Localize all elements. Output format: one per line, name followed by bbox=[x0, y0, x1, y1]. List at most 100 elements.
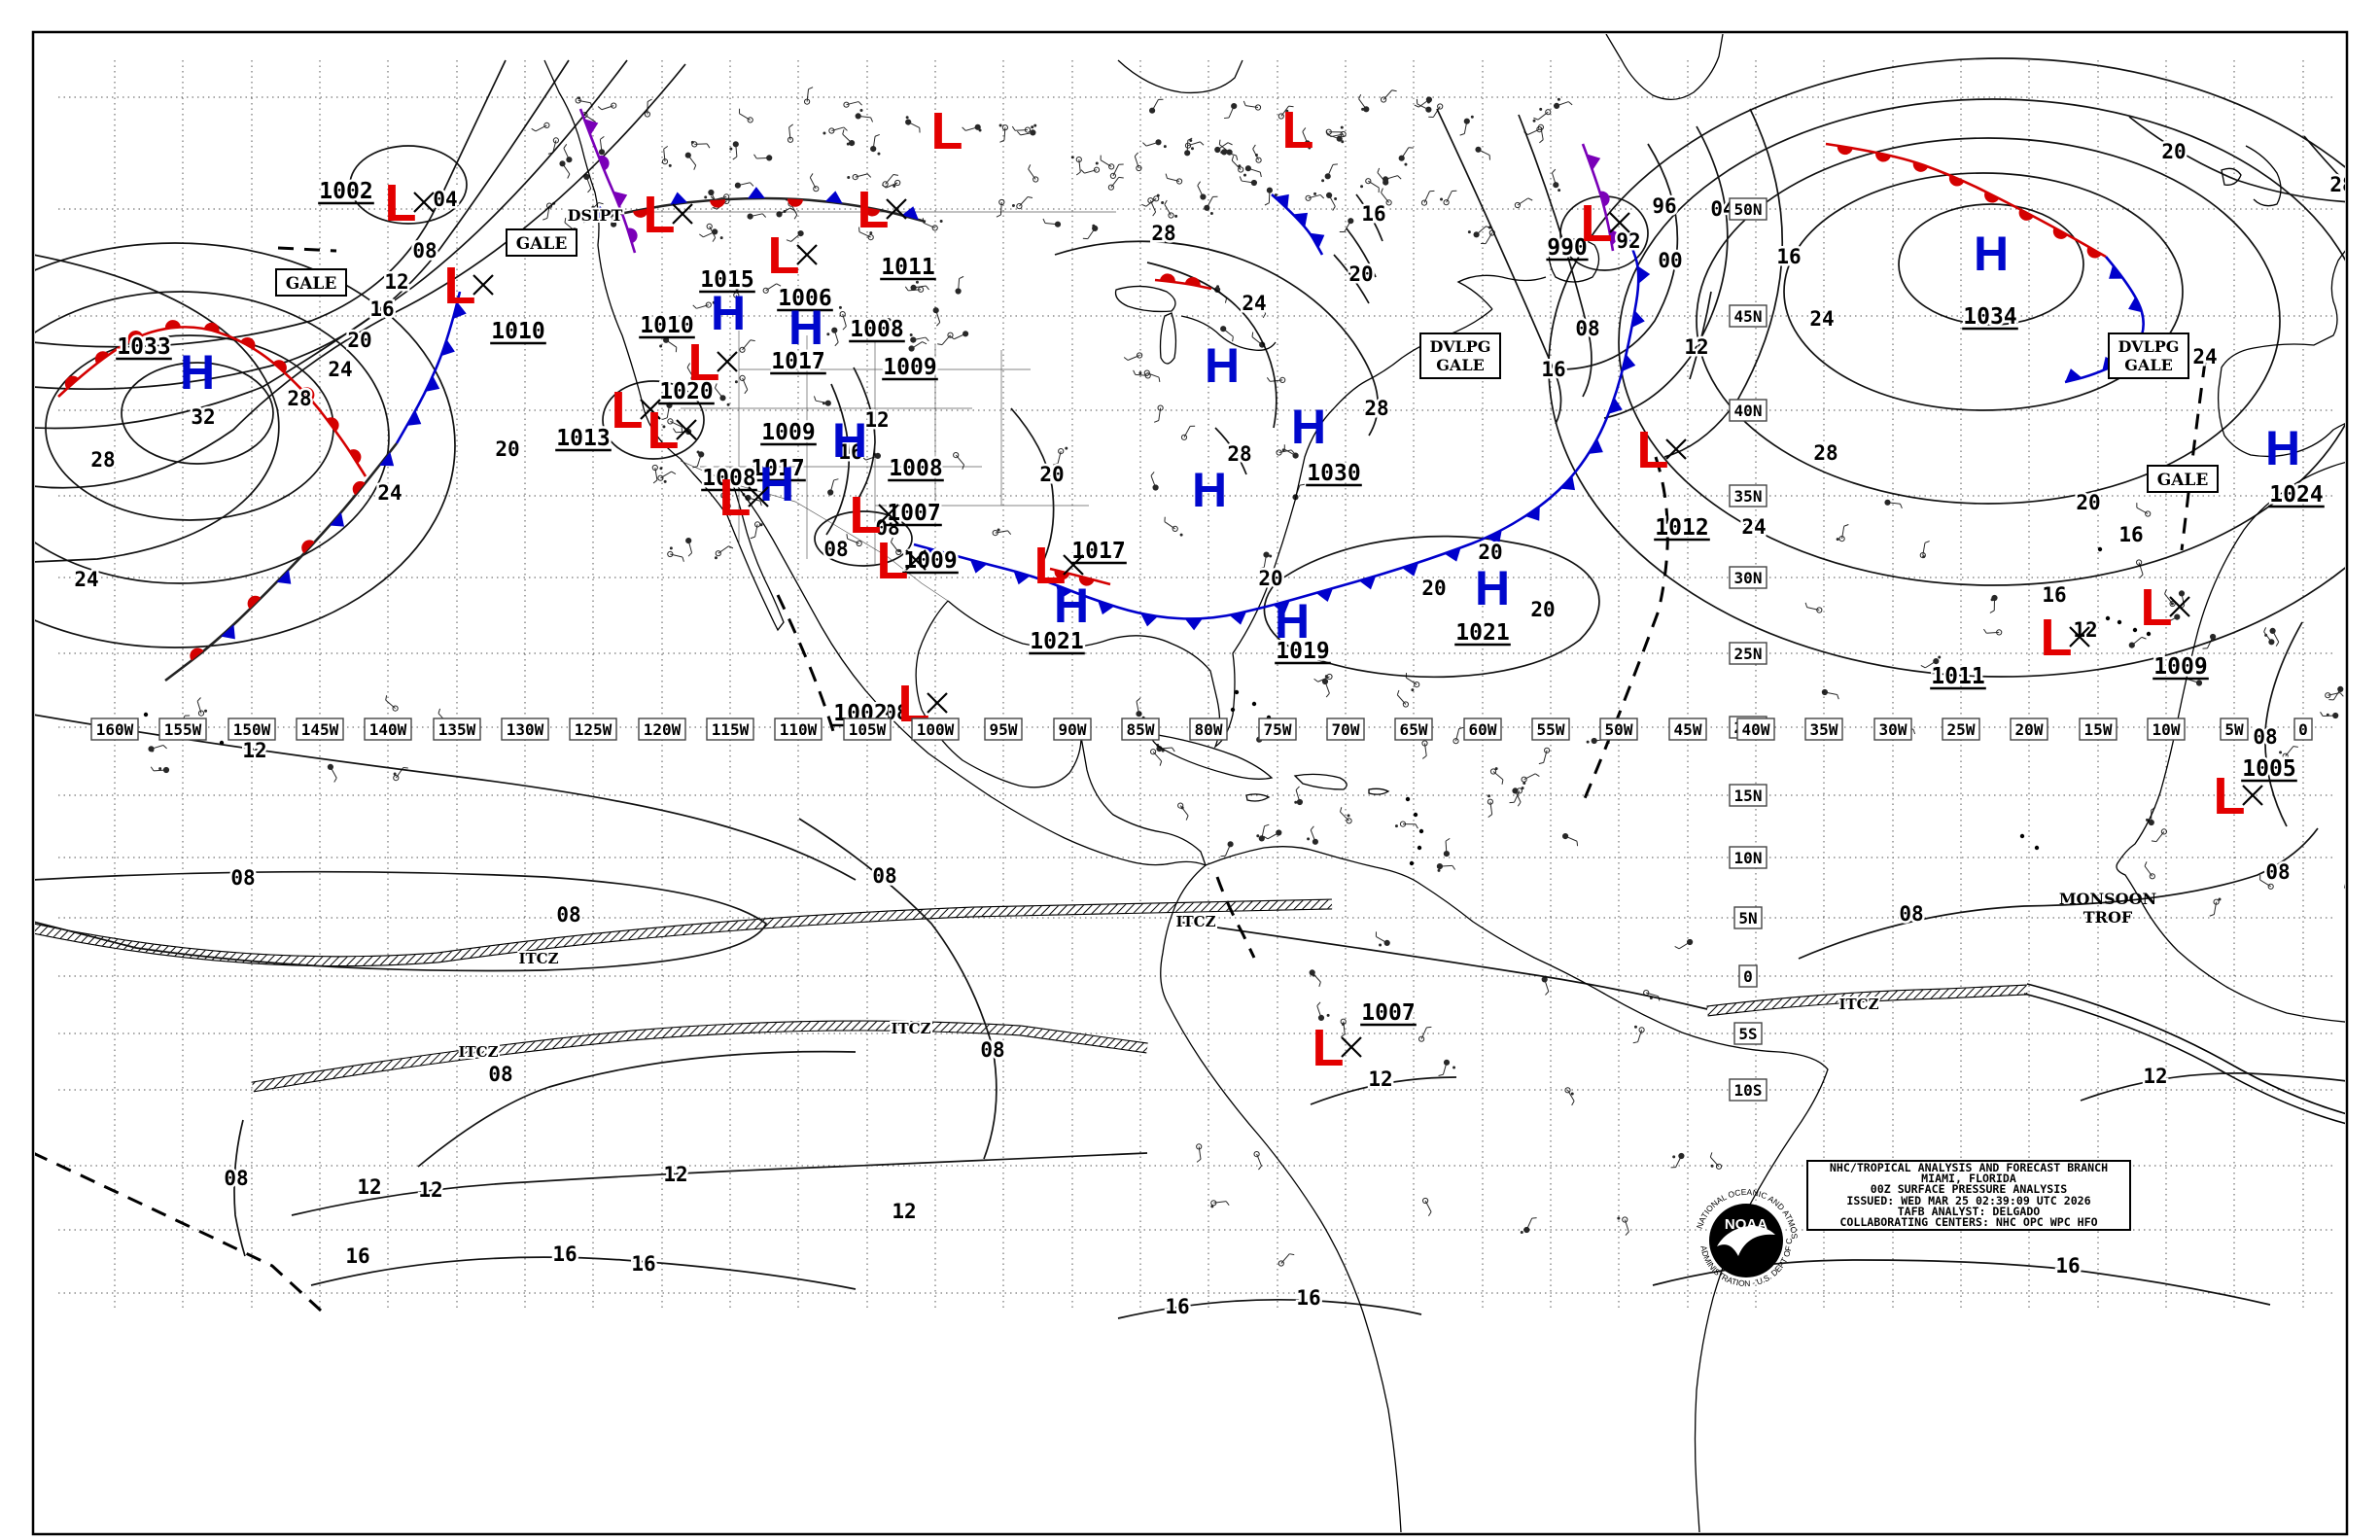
contour-label: 16 bbox=[631, 1252, 655, 1276]
station-plot bbox=[393, 766, 408, 782]
front-triangle bbox=[593, 205, 612, 220]
station-plot bbox=[2144, 861, 2155, 880]
longitude-label-box bbox=[1258, 718, 1297, 741]
longitude-label: 115W bbox=[712, 720, 750, 739]
station-plot bbox=[2136, 503, 2152, 517]
station-plot bbox=[148, 745, 167, 752]
station-plot bbox=[1481, 226, 1495, 245]
coastline bbox=[543, 59, 785, 632]
station-plot bbox=[1292, 483, 1305, 501]
front-semicircle bbox=[627, 228, 638, 244]
island-dot bbox=[2019, 833, 2025, 839]
station-plot bbox=[559, 160, 571, 179]
pressure-value-label: 1005 bbox=[2242, 756, 2295, 782]
contour-label: 28 bbox=[1151, 222, 1175, 245]
station-plot bbox=[1252, 144, 1262, 163]
center-cross-icon bbox=[927, 692, 948, 714]
contour-label: 24 bbox=[2192, 345, 2217, 368]
contour-label: 08 bbox=[1899, 902, 1923, 926]
station-plot bbox=[1436, 862, 1456, 872]
latitude-label: 10S bbox=[1734, 1081, 1763, 1100]
island-dot bbox=[143, 712, 149, 718]
station-plot bbox=[843, 101, 862, 108]
station-plot bbox=[1398, 147, 1414, 166]
pressure-center-low: L bbox=[877, 532, 909, 590]
station-plot bbox=[1321, 163, 1338, 183]
longitude-label-box bbox=[296, 718, 344, 741]
station-plot bbox=[1278, 1253, 1295, 1267]
front-semicircle bbox=[1599, 191, 1610, 207]
station-plot bbox=[1523, 126, 1543, 135]
station-plot bbox=[729, 141, 739, 160]
station-plot bbox=[1421, 1197, 1432, 1217]
coastline bbox=[915, 600, 1207, 866]
pressure-value-label: 1012 bbox=[1655, 515, 1708, 541]
front-semicircle bbox=[1948, 175, 1965, 187]
station-plot bbox=[2151, 828, 2167, 843]
front-semicircle bbox=[127, 331, 143, 342]
itcz-band bbox=[35, 899, 1333, 966]
contour-label: 08 bbox=[823, 538, 848, 561]
station-plot bbox=[949, 331, 969, 340]
contour-label: 20 bbox=[2161, 140, 2186, 163]
station-plot bbox=[1836, 524, 1849, 542]
station-plot bbox=[855, 108, 874, 122]
stationary-front bbox=[582, 187, 927, 224]
coastline bbox=[2245, 145, 2282, 207]
coastline bbox=[947, 308, 1493, 749]
station-plot bbox=[610, 208, 617, 228]
station-plot bbox=[1042, 218, 1062, 228]
station-plot bbox=[2161, 613, 2181, 624]
contour-label: 08 bbox=[224, 1167, 248, 1190]
station-plot bbox=[762, 283, 782, 294]
front-semicircle bbox=[1184, 277, 1201, 287]
pressure-center-high: H bbox=[1475, 561, 1510, 615]
station-plot bbox=[2128, 636, 2147, 648]
island-dot bbox=[1409, 860, 1415, 866]
coastline bbox=[1117, 59, 1243, 94]
station-plot bbox=[1487, 794, 1494, 819]
station-plot bbox=[908, 341, 928, 352]
station-plot bbox=[1405, 673, 1420, 692]
isobar bbox=[233, 1119, 246, 1257]
latitude-label-box bbox=[1729, 642, 1768, 665]
contour-label: 08 bbox=[980, 1038, 1004, 1062]
isobar bbox=[35, 59, 507, 348]
pressure-value-label: 1006 bbox=[778, 286, 831, 311]
station-plot bbox=[1553, 97, 1573, 110]
isobar bbox=[1263, 535, 1600, 679]
station-plot bbox=[2146, 807, 2156, 826]
front-semicircle bbox=[247, 595, 262, 610]
longitude-label: 155W bbox=[164, 720, 202, 739]
station-plot bbox=[1428, 103, 1444, 119]
station-plot bbox=[1380, 89, 1397, 103]
pressure-center-low: L bbox=[1637, 421, 1669, 479]
station-plot bbox=[1358, 94, 1370, 113]
station-plot bbox=[1239, 176, 1258, 187]
gale-box bbox=[275, 268, 347, 297]
longitude-label-box bbox=[569, 718, 617, 741]
pressure-center-low: L bbox=[612, 381, 644, 439]
front-semicircle bbox=[2052, 228, 2068, 239]
station-plot bbox=[827, 478, 839, 496]
itcz-label: ITCZ bbox=[1838, 996, 1878, 1013]
longitude-label: 135W bbox=[438, 720, 476, 739]
station-plot bbox=[922, 218, 943, 231]
pressure-value-label: 1010 bbox=[491, 319, 544, 344]
latitude-label-box bbox=[1729, 484, 1768, 508]
pressure-center-low: L bbox=[648, 402, 680, 460]
pressure-center-high: H bbox=[788, 300, 823, 355]
station-plot bbox=[575, 96, 593, 108]
latitude-label-box bbox=[1729, 399, 1768, 422]
station-plot bbox=[842, 129, 856, 147]
trough-line bbox=[776, 594, 838, 742]
contour-label: 24 bbox=[377, 481, 402, 505]
longitude-label-box bbox=[1873, 718, 1912, 741]
pressure-center-low: L bbox=[2214, 767, 2246, 825]
contour-label: 96 bbox=[1652, 194, 1676, 218]
warm-front-line bbox=[57, 326, 368, 477]
station-plot bbox=[734, 374, 749, 395]
station-plot bbox=[1325, 192, 1338, 211]
contour-label: 12 bbox=[1684, 335, 1708, 359]
front-triangle bbox=[1315, 588, 1334, 603]
